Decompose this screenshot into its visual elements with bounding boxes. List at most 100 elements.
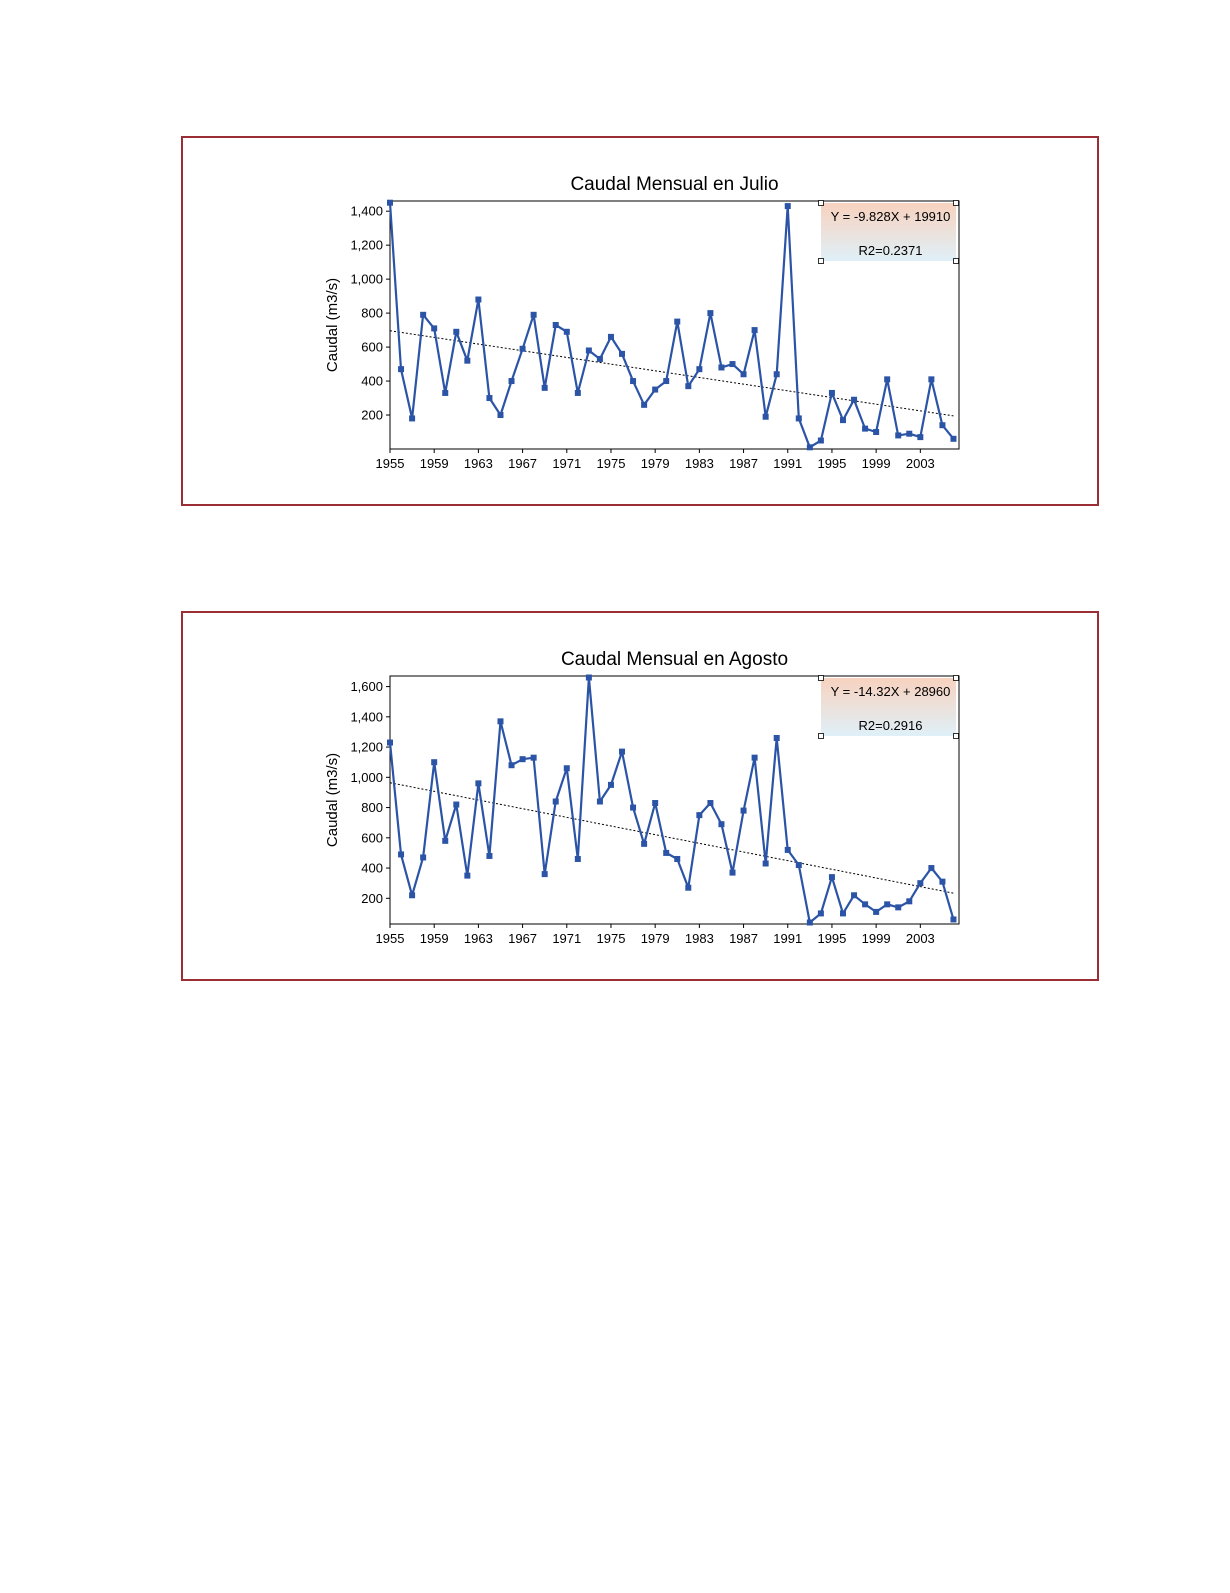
data-point bbox=[420, 311, 427, 318]
data-point bbox=[530, 311, 537, 318]
x-tick-label: 1963 bbox=[464, 931, 493, 946]
data-point bbox=[453, 328, 460, 335]
data-point bbox=[409, 892, 416, 899]
r2-label: R2=0.2371 bbox=[859, 243, 923, 258]
selection-handle bbox=[953, 675, 959, 681]
data-point bbox=[630, 804, 637, 811]
data-point bbox=[596, 798, 603, 805]
data-point bbox=[607, 333, 614, 340]
data-point bbox=[475, 296, 482, 303]
selection-handle bbox=[818, 733, 824, 739]
x-tick-label: 1983 bbox=[685, 456, 714, 471]
equation-label: Y = -9.828X + 19910 bbox=[831, 209, 951, 224]
chart-julio: Caudal Mensual en Julio Caudal (m3/s) 200 4… bbox=[324, 174, 960, 471]
data-point bbox=[541, 871, 548, 878]
y-tick-label: 1,400 bbox=[350, 204, 383, 219]
data-point bbox=[630, 378, 637, 385]
data-point bbox=[674, 318, 681, 325]
data-point bbox=[884, 901, 891, 908]
data-point bbox=[895, 904, 902, 911]
x-tick-label: 2003 bbox=[906, 931, 935, 946]
data-point bbox=[751, 754, 758, 761]
data-point bbox=[696, 366, 703, 373]
y-tick-label: 1,000 bbox=[350, 770, 383, 785]
data-point bbox=[663, 378, 670, 385]
series-line bbox=[388, 676, 955, 924]
data-point bbox=[508, 378, 515, 385]
data-point bbox=[762, 860, 769, 867]
data-point bbox=[806, 444, 813, 451]
chart-frame-agosto: Caudal Mensual en Agosto Caudal (m3/s) 200… bbox=[181, 611, 1099, 981]
data-point bbox=[420, 854, 427, 861]
x-tick-label: 1999 bbox=[862, 456, 891, 471]
data-point bbox=[563, 765, 570, 772]
data-point bbox=[862, 901, 869, 908]
x-tick-label: 1963 bbox=[464, 456, 493, 471]
chart-agosto: Caudal Mensual en Agosto Caudal (m3/s) 200… bbox=[324, 649, 960, 946]
data-point bbox=[817, 437, 824, 444]
chart-title: Caudal Mensual en Julio bbox=[570, 174, 778, 195]
y-axis-label: Caudal (m3/s) bbox=[324, 278, 341, 372]
data-point bbox=[851, 892, 858, 899]
data-point bbox=[839, 910, 846, 917]
selection-handle bbox=[953, 200, 959, 206]
data-point bbox=[431, 325, 438, 332]
equation-label: Y = -14.32X + 28960 bbox=[831, 684, 951, 699]
data-point bbox=[442, 389, 449, 396]
data-point bbox=[552, 322, 559, 328]
x-tick-label: 1971 bbox=[552, 931, 581, 946]
data-point bbox=[884, 376, 891, 383]
data-point bbox=[939, 878, 946, 885]
data-point bbox=[464, 357, 471, 364]
data-point bbox=[729, 361, 736, 368]
data-point bbox=[906, 898, 913, 905]
x-tick-label: 1967 bbox=[508, 931, 537, 946]
data-point bbox=[552, 798, 559, 805]
selection-handle bbox=[818, 200, 824, 206]
data-point bbox=[530, 754, 537, 761]
x-tick-label: 1967 bbox=[508, 456, 537, 471]
data-point bbox=[652, 386, 659, 393]
data-point bbox=[641, 840, 648, 847]
data-point bbox=[906, 430, 913, 437]
data-point bbox=[795, 862, 802, 869]
data-point bbox=[873, 429, 880, 436]
data-point bbox=[862, 425, 869, 432]
data-point bbox=[652, 800, 659, 807]
x-tick-label: 1995 bbox=[817, 931, 846, 946]
data-point bbox=[928, 376, 935, 383]
data-point bbox=[398, 851, 405, 858]
x-tick-label: 1955 bbox=[376, 456, 405, 471]
data-point bbox=[585, 674, 592, 681]
selection-handle bbox=[953, 733, 959, 739]
data-point bbox=[762, 413, 769, 420]
data-point bbox=[773, 735, 780, 741]
x-tick-label: 1979 bbox=[641, 456, 670, 471]
data-point bbox=[519, 345, 526, 352]
data-point bbox=[806, 919, 813, 926]
data-point bbox=[508, 762, 515, 769]
x-tick-label: 1995 bbox=[817, 456, 846, 471]
y-tick-label: 800 bbox=[361, 306, 383, 321]
data-point bbox=[464, 872, 471, 879]
x-tick-label: 1987 bbox=[729, 931, 758, 946]
data-point bbox=[641, 401, 648, 408]
r2-label: R2=0.2916 bbox=[859, 718, 923, 733]
y-tick-label: 1,600 bbox=[350, 679, 383, 694]
data-point bbox=[718, 364, 725, 371]
chart-frame-julio: Caudal Mensual en Julio Caudal (m3/s) 200 4… bbox=[181, 136, 1099, 506]
data-point bbox=[541, 384, 548, 391]
data-point bbox=[851, 396, 858, 403]
data-point bbox=[751, 327, 758, 334]
y-tick-label: 200 bbox=[361, 408, 383, 423]
x-tick-label: 1959 bbox=[420, 931, 449, 946]
data-point bbox=[718, 821, 725, 828]
x-tick-label: 1975 bbox=[597, 931, 626, 946]
x-tick-label: 1975 bbox=[597, 456, 626, 471]
data-point bbox=[519, 756, 526, 763]
data-point bbox=[619, 350, 626, 357]
data-point bbox=[740, 807, 747, 814]
data-point bbox=[497, 412, 504, 419]
data-point bbox=[685, 884, 692, 891]
data-point bbox=[398, 366, 405, 373]
